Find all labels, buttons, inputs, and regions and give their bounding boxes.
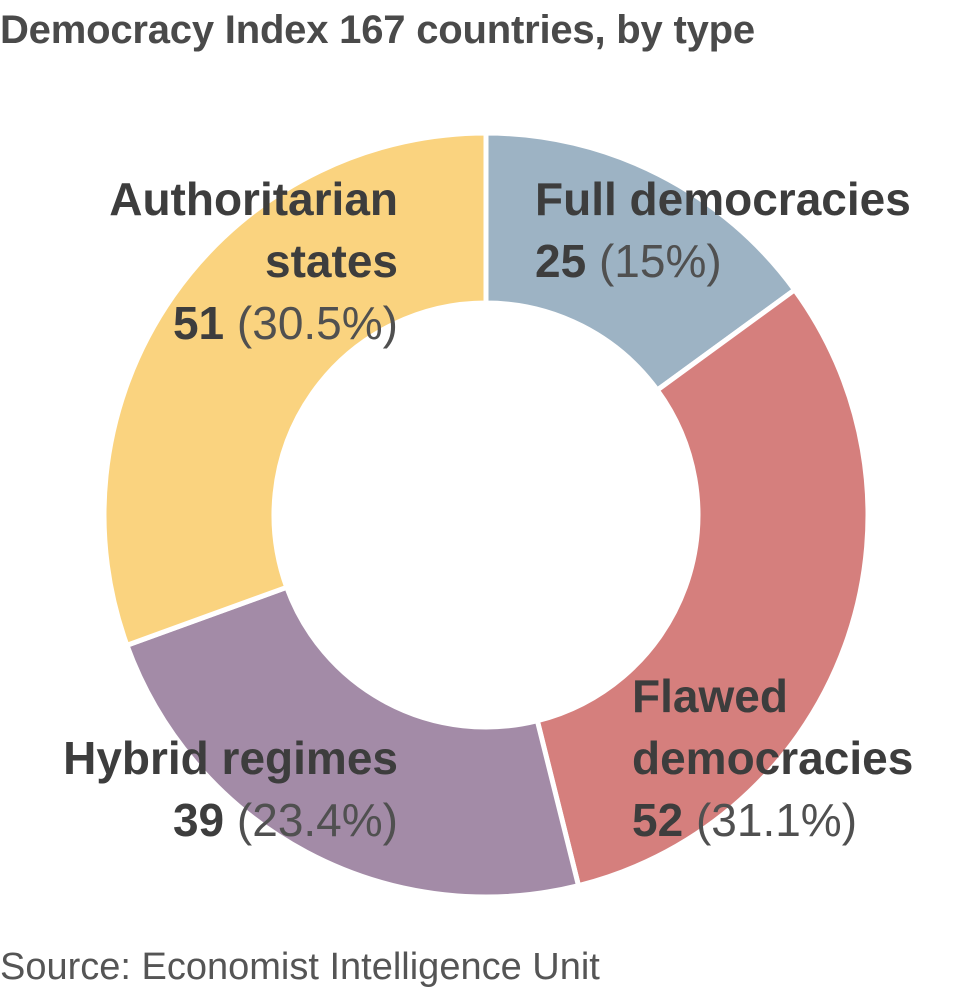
- slice-count: 51: [172, 297, 225, 349]
- slice-name-line-2: states: [265, 235, 398, 287]
- slice-count: 39: [172, 794, 225, 846]
- slice-label-full-democracies: Full democracies 25 (15%): [535, 168, 911, 292]
- slice-label-hybrid-regimes: Hybrid regimes 39 (23.4%): [63, 727, 398, 851]
- slice-percent: (30.5%): [236, 297, 398, 349]
- slice-name-line-2: democracies: [632, 732, 914, 784]
- slice-percent: (15%): [598, 235, 722, 287]
- slice-percent: (23.4%): [236, 794, 398, 846]
- slice-count: 25: [535, 235, 587, 287]
- donut-slice-3: [101, 130, 489, 648]
- slice-name-line-1: Flawed: [632, 670, 788, 722]
- slice-label-authoritarian-states: Authoritarian states 51 (30.5%): [109, 168, 398, 354]
- donut-slice-1: [534, 287, 871, 889]
- donut-slice-2: [124, 584, 581, 900]
- chart-title: Democracy Index 167 countries, by type: [0, 8, 755, 52]
- donut-slice-0: [483, 130, 798, 393]
- slice-name: Hybrid regimes: [63, 732, 398, 784]
- source-note: Source: Economist Intelligence Unit: [0, 946, 600, 988]
- slice-name-line-1: Authoritarian: [109, 173, 398, 225]
- slice-count: 52: [632, 794, 684, 846]
- slice-label-flawed-democracies: Flawed democracies 52 (31.1%): [632, 665, 913, 851]
- slice-name: Full democracies: [535, 173, 911, 225]
- slice-percent: (31.1%): [695, 794, 858, 846]
